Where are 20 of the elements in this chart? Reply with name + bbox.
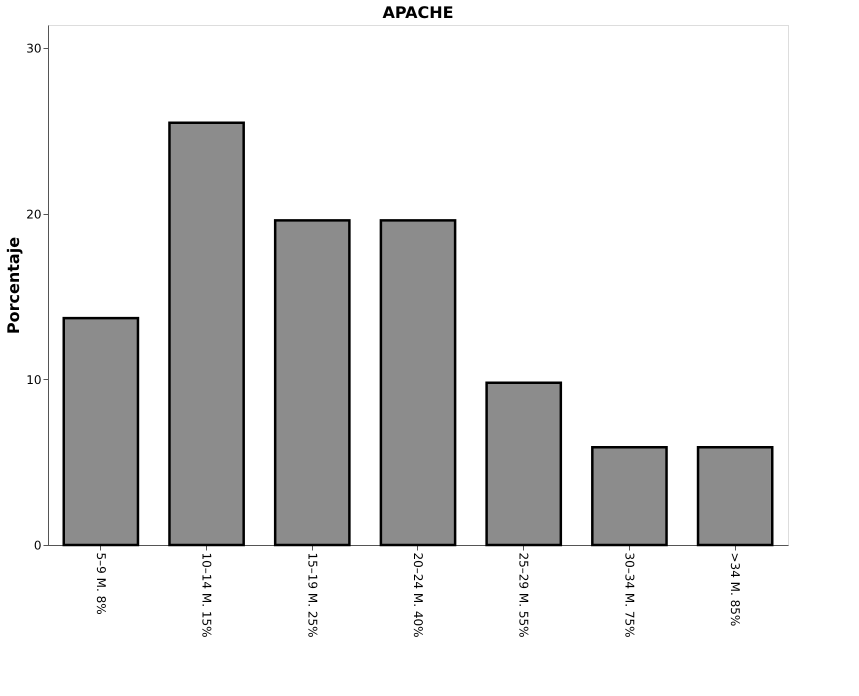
x-tick-label: >34 M. 85% [728,552,742,626]
x-tick-label: 20–24 M. 40% [411,552,425,638]
bar [168,121,245,546]
y-tick-label: 20 [26,207,42,222]
y-tick-label: 30 [26,42,42,56]
bar [274,219,351,546]
x-tick-label: 10–14 M. 15% [200,552,214,638]
x-tick-label: 15–19 M. 25% [305,552,320,638]
bar [591,446,668,546]
x-tick-label: 5–9 M. 8% [94,552,108,615]
x-tick-label: 30–34 M. 75% [622,552,636,638]
y-axis-title: Porcentaje [4,236,24,334]
bar [62,316,140,546]
bar [380,219,456,546]
x-tick-label: 25–29 M. 55% [516,552,531,638]
y-tick-label: 0 [34,538,42,552]
bar [696,446,774,546]
bar [485,381,562,546]
y-tick-label: 10 [26,372,42,387]
chart-title: APACHE [382,3,454,22]
